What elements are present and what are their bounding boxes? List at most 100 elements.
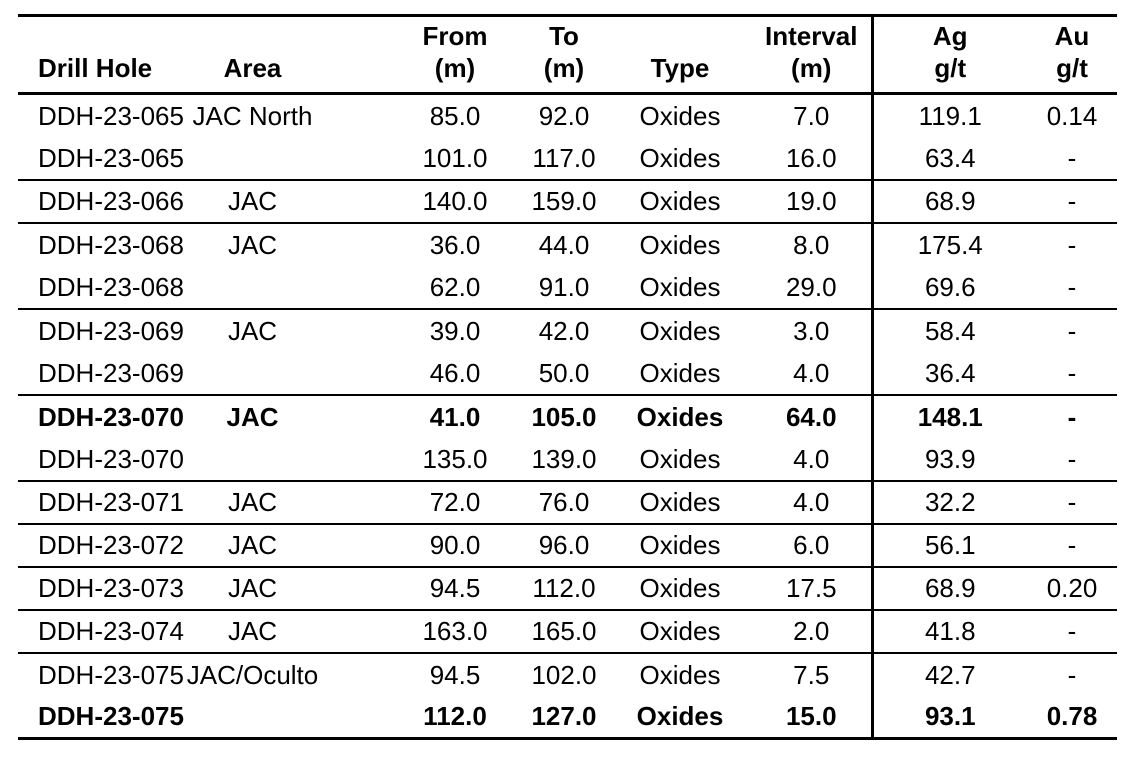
cell-to: 50.0 bbox=[520, 351, 608, 396]
cell-au: - bbox=[1067, 659, 1077, 690]
column-header-from: From (m) bbox=[390, 15, 520, 95]
cell-to: 76.0 bbox=[520, 480, 608, 525]
cell-to: 127.0 bbox=[531, 701, 597, 732]
cell-interval: 8.0 bbox=[793, 229, 830, 260]
cell-au: - bbox=[1027, 523, 1117, 568]
table-row: DDH-23-073 JAC 94.5 112.0 Oxides 17.5 68.9 0.20 bbox=[18, 566, 1117, 611]
table-row: DDH-23-069 JAC 39.0 42.0 Oxides 3.0 58.4 - bbox=[18, 308, 1117, 352]
table-row: DDH-23-075 112.0 127.0 Oxides 15.0 93.1 0.78 bbox=[18, 695, 1117, 739]
cell-to: 102.0 bbox=[531, 659, 597, 690]
cell-area: JAC North bbox=[192, 100, 313, 131]
cell-drill-hole: DDH-23-070 bbox=[18, 437, 185, 482]
cell-ag: 93.1 bbox=[870, 695, 1027, 739]
cell-area: JAC bbox=[227, 229, 278, 260]
column-header-interval: Interval (m) bbox=[752, 15, 872, 95]
cell-interval: 4.0 bbox=[752, 351, 872, 396]
cell-to: 165.0 bbox=[520, 609, 608, 654]
cell-type: Oxides bbox=[608, 179, 752, 224]
cell-area bbox=[185, 696, 390, 739]
cell-ag: 175.4 bbox=[870, 222, 1027, 266]
cell-area: JAC bbox=[185, 566, 390, 611]
header-line1: Au bbox=[1054, 21, 1090, 51]
header-line1: From bbox=[422, 21, 488, 51]
header-line2: (m) bbox=[543, 53, 585, 83]
cell-drill-hole: DDH-23-075 bbox=[38, 701, 184, 732]
cell-au: 0.78 bbox=[1046, 701, 1098, 732]
cell-au: - bbox=[1027, 265, 1117, 310]
cell-type: Oxides bbox=[608, 480, 752, 525]
cell-area: JAC bbox=[185, 523, 390, 568]
cell-ag: 32.2 bbox=[870, 480, 1027, 525]
cell-drill-hole: DDH-23-065 bbox=[18, 136, 185, 181]
cell-to: 139.0 bbox=[520, 437, 608, 482]
table-body: DDH-23-065 JAC North 85.0 92.0 Oxides 7.0 119.… bbox=[18, 93, 1117, 739]
cell-drill-hole: DDH-23-066 bbox=[18, 179, 185, 224]
cell-ag: 68.9 bbox=[870, 179, 1027, 224]
cell-from: 90.0 bbox=[390, 523, 520, 568]
cell-area bbox=[185, 136, 390, 181]
cell-drill-hole: DDH-23-069 bbox=[38, 315, 184, 346]
cell-from: 85.0 bbox=[429, 100, 481, 131]
cell-type: Oxides bbox=[608, 265, 752, 310]
header-line2: g/t bbox=[1056, 53, 1088, 83]
cell-drill-hole: DDH-23-074 bbox=[18, 609, 185, 654]
cell-ag: 58.4 bbox=[870, 308, 1027, 352]
cell-interval: 7.0 bbox=[793, 100, 830, 131]
table-row: DDH-23-074 JAC 163.0 165.0 Oxides 2.0 41.8- bbox=[18, 609, 1117, 654]
table-row: DDH-23-069 46.0 50.0 Oxides 4.0 36.4- bbox=[18, 351, 1117, 396]
cell-ag: 36.4 bbox=[870, 351, 1027, 396]
cell-interval: 6.0 bbox=[752, 523, 872, 568]
cell-ag: 63.4 bbox=[870, 136, 1027, 181]
cell-type: Oxides bbox=[608, 609, 752, 654]
cell-type: Oxides bbox=[639, 659, 721, 690]
table-row: DDH-23-071 JAC 72.0 76.0 Oxides 4.0 32.2- bbox=[18, 480, 1117, 525]
cell-type: Oxides bbox=[608, 351, 752, 396]
page: Drill Hole Area From (m) To (m) Type Interval (m… bbox=[0, 14, 1134, 770]
cell-to: 92.0 bbox=[538, 100, 590, 131]
table-row: DDH-23-075 JAC/Oculto 94.5 102.0 Oxides 7.5 42… bbox=[18, 652, 1117, 696]
cell-au: - bbox=[1027, 179, 1117, 224]
column-header-drill-hole: Drill Hole bbox=[18, 15, 185, 95]
cell-from: 36.0 bbox=[429, 229, 481, 260]
cell-interval: 64.0 bbox=[785, 401, 837, 432]
cell-from: 112.0 bbox=[423, 701, 487, 732]
header-line1: Interval bbox=[765, 21, 858, 51]
header-line1: Ag bbox=[932, 21, 968, 51]
cell-from: 140.0 bbox=[390, 179, 520, 224]
table-row: DDH-23-068 JAC 36.0 44.0 Oxides 8.0 175.4 - bbox=[18, 222, 1117, 266]
cell-area: JAC/Oculto bbox=[186, 659, 319, 690]
table-row: DDH-23-065 JAC North 85.0 92.0 Oxides 7.0 119.… bbox=[18, 93, 1117, 137]
cell-au: - bbox=[1027, 437, 1117, 482]
cell-from: 62.0 bbox=[390, 265, 520, 310]
cell-to: 105.0 bbox=[531, 401, 597, 432]
cell-to: 42.0 bbox=[538, 315, 590, 346]
drill-results-table: Drill Hole Area From (m) To (m) Type Interval (m… bbox=[18, 14, 1117, 740]
cell-ag: 93.9 bbox=[870, 437, 1027, 482]
cell-drill-hole: DDH-23-068 bbox=[18, 265, 185, 310]
cell-area bbox=[185, 265, 390, 310]
cell-type: Oxides bbox=[608, 566, 752, 611]
table-header: Drill Hole Area From (m) To (m) Type Interval (m… bbox=[18, 15, 1117, 95]
cell-ag: 119.1 bbox=[870, 93, 1027, 137]
cell-type: Oxides bbox=[639, 229, 721, 260]
cell-au: - bbox=[1067, 229, 1077, 260]
cell-type: Oxides bbox=[608, 437, 752, 482]
cell-type: Oxides bbox=[636, 401, 724, 432]
cell-au: - bbox=[1067, 401, 1077, 432]
cell-area: JAC bbox=[185, 179, 390, 224]
cell-from: 163.0 bbox=[390, 609, 520, 654]
cell-from: 72.0 bbox=[390, 480, 520, 525]
header-line1: To bbox=[549, 21, 579, 51]
cell-interval: 7.5 bbox=[793, 659, 830, 690]
cell-to: 96.0 bbox=[520, 523, 608, 568]
cell-from: 41.0 bbox=[429, 401, 481, 432]
column-header-ag: Ag g/t bbox=[870, 15, 1027, 95]
table-row: DDH-23-065 101.0 117.0 Oxides 16.0 63.4- bbox=[18, 136, 1117, 181]
cell-area bbox=[185, 437, 390, 482]
cell-ag: 148.1 bbox=[870, 394, 1027, 438]
cell-au: - bbox=[1027, 609, 1117, 654]
cell-area: JAC bbox=[227, 315, 278, 346]
cell-to: 117.0 bbox=[520, 136, 608, 181]
cell-interval: 17.5 bbox=[752, 566, 872, 611]
column-header-area: Area bbox=[185, 15, 390, 95]
